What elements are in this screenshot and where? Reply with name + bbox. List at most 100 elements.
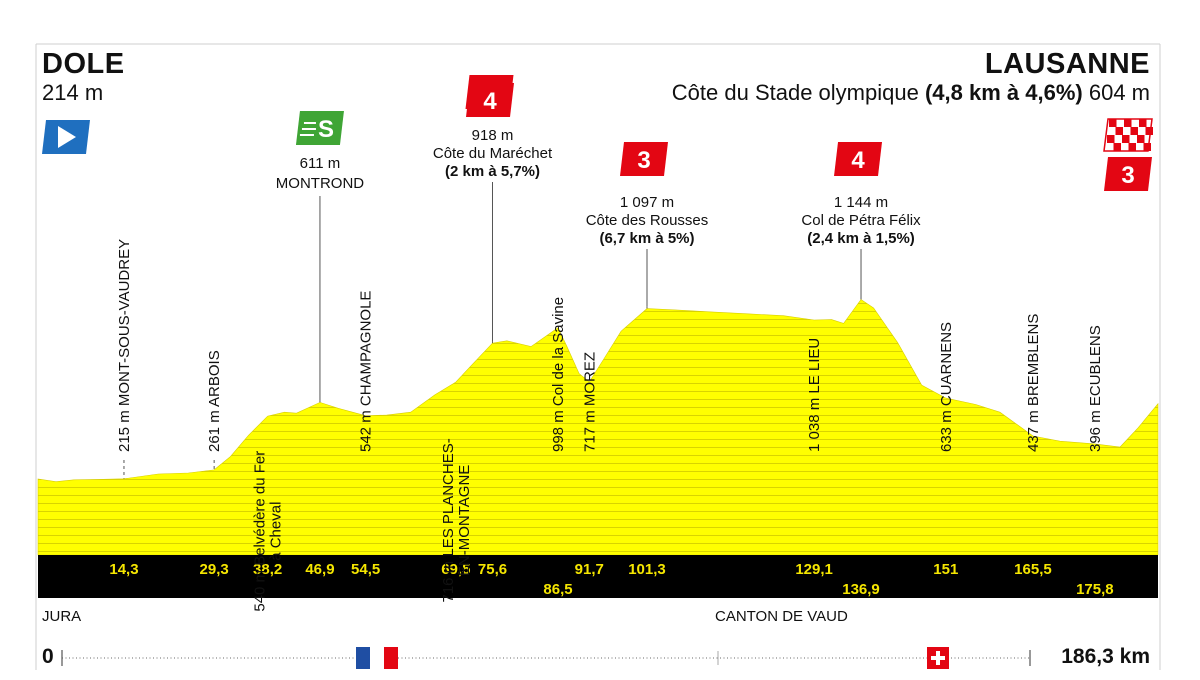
- checker-square: [1107, 135, 1115, 143]
- checker-square: [1143, 143, 1151, 151]
- finish-category-badge-shape: [1104, 157, 1152, 191]
- km-label: 101,3: [628, 561, 666, 578]
- km-label: 46,9: [305, 561, 334, 578]
- climb-category-badge-shape: [834, 142, 883, 176]
- climb-details: (2 km à 5,7%): [445, 163, 540, 180]
- finish-city: LAUSANNE: [984, 48, 1150, 80]
- finish-flag-badge: [1103, 118, 1153, 152]
- climb-category-label: 3: [637, 147, 650, 174]
- final-climb-details: (4,8 km à 4,6%): [924, 80, 1083, 105]
- profile-area-group: [37, 299, 1159, 556]
- waypoint-label-line: 1 038 m LE LIEU: [806, 338, 823, 452]
- waypoint-label-line: 261 m ARBOIS: [206, 350, 223, 452]
- sprint-badge-label: S: [318, 116, 334, 143]
- km-label: 165,5: [1014, 561, 1052, 578]
- climb-altitude: 1 097 m: [620, 194, 674, 211]
- climb-name: Côte du Maréchet: [433, 145, 553, 162]
- climb-category-badge-shape: [619, 142, 668, 176]
- switzerland-flag-icon: [927, 647, 949, 669]
- waypoint-label-line: 998 m Col de la Savine: [550, 297, 567, 452]
- climb-name: Côte des Rousses: [586, 212, 709, 229]
- waypoint-label: 542 m CHAMPAGNOLE: [358, 291, 375, 452]
- waypoint-label: 998 m Col de la Savine: [550, 297, 567, 452]
- km-label: 54,5: [351, 561, 380, 578]
- km-label: 69,5: [441, 561, 470, 578]
- final-climb-line: Côte du Stade olympique (4,8 km à 4,6%) …: [672, 80, 1150, 106]
- km-band-bar: [38, 555, 1158, 598]
- waypoint-label-line: 633 m CUARNENS: [938, 322, 955, 452]
- waypoint-label: 717 m MOREZ: [581, 352, 598, 452]
- km-label: 14,3: [109, 561, 138, 578]
- waypoint-label: 437 m BREMBLENS: [1025, 314, 1042, 452]
- km-label: 129,1: [795, 561, 833, 578]
- checker-square: [1113, 143, 1121, 151]
- waypoint-labels: 215 m MONT-SOUS-VAUDREY 261 m ARBOIS 540 m…: [116, 239, 1104, 612]
- checker-square: [1137, 135, 1145, 143]
- km-label: 86,5: [543, 581, 572, 598]
- flag-stripe: [370, 647, 384, 669]
- waypoint-label-line: 540 m Belvédère du Fer: [252, 451, 269, 612]
- waypoint-label-line: 215 m MONT-SOUS-VAUDREY: [116, 239, 133, 452]
- climb-category-label: 4: [851, 147, 865, 174]
- waypoint-label: 1 038 m LE LIEU: [806, 338, 823, 452]
- waypoint-label: 540 m Belvédère du Fer à Cheval: [252, 451, 285, 612]
- waypoint-label: 716 m LES PLANCHES- EN-MONTAGNE: [440, 438, 473, 602]
- waypoint-label-line: à Cheval: [268, 502, 285, 561]
- km-label: 38,2: [253, 561, 282, 578]
- climb-details: (6,7 km à 5%): [599, 230, 694, 247]
- waypoint-label-line: 396 m ECUBLENS: [1087, 325, 1104, 452]
- waypoint-label: 633 m CUARNENS: [938, 322, 955, 452]
- flag-stripe: [356, 647, 370, 669]
- waypoint-label-line: 716 m LES PLANCHES-: [440, 438, 457, 602]
- region-left: JURA: [42, 608, 82, 625]
- finish-category-label: 3: [1121, 162, 1134, 189]
- distance-axis: [61, 647, 1031, 669]
- checker-square: [1130, 127, 1138, 135]
- start-city: DOLE: [42, 48, 125, 80]
- km-label: 175,8: [1076, 581, 1114, 598]
- sprint-name: MONTROND: [276, 175, 364, 192]
- checker-square: [1122, 135, 1130, 143]
- climb-category-badge: 4: [834, 142, 883, 176]
- waypoint-label: 396 m ECUBLENS: [1087, 325, 1104, 452]
- km-band: 14,3 29,3 38,2 46,9 54,5 69,5 75,6 86,591,7 101,…: [38, 555, 1158, 598]
- distance-total: 186,3 km: [1061, 645, 1150, 668]
- km-label: 29,3: [200, 561, 229, 578]
- chart-frame: [35, 43, 1161, 670]
- checker-square: [1109, 119, 1117, 127]
- badges: 4344S3: [42, 75, 1153, 191]
- climb-name: Col de Pétra Félix: [801, 212, 921, 229]
- waypoint-label-line: 717 m MOREZ: [581, 352, 598, 452]
- km-label: 151: [933, 561, 958, 578]
- checker-square: [1145, 127, 1153, 135]
- finish-category-badge: 3: [1104, 157, 1152, 191]
- climb-category-badge: 3: [619, 142, 668, 176]
- start-arrow-icon: [58, 126, 76, 148]
- climb-altitude: 1 144 m: [834, 194, 888, 211]
- sprint-altitude: 611 m: [300, 155, 341, 172]
- region-right: CANTON DE VAUD: [715, 608, 848, 625]
- flag-stripe: [384, 647, 398, 669]
- waypoint-label-line: 437 m BREMBLENS: [1025, 314, 1042, 452]
- waypoint-label-line: EN-MONTAGNE: [456, 465, 473, 576]
- km-label: 75,6: [478, 561, 507, 578]
- checker-square: [1124, 119, 1132, 127]
- final-climb-name: Côte du Stade olympique: [671, 80, 919, 105]
- start-altitude: 214 m: [42, 80, 104, 105]
- checker-square: [1139, 119, 1147, 127]
- waypoint-label-line: 542 m CHAMPAGNOLE: [358, 291, 375, 452]
- profile-area: [37, 299, 1159, 556]
- swiss-cross: [931, 656, 945, 660]
- km-label: 91,7: [575, 561, 604, 578]
- final-climb-badge-shape: [466, 83, 514, 117]
- sprint-badge-shape: [295, 111, 344, 145]
- finish-altitude: 604 m: [1088, 80, 1150, 105]
- climb-altitude: 918 m: [472, 127, 514, 144]
- checker-border: [1103, 118, 1153, 152]
- km-label: 136,9: [842, 581, 880, 598]
- sprint-badge: S: [295, 111, 344, 145]
- waypoint-label: 215 m MONT-SOUS-VAUDREY: [116, 239, 133, 452]
- checker-square: [1128, 143, 1136, 151]
